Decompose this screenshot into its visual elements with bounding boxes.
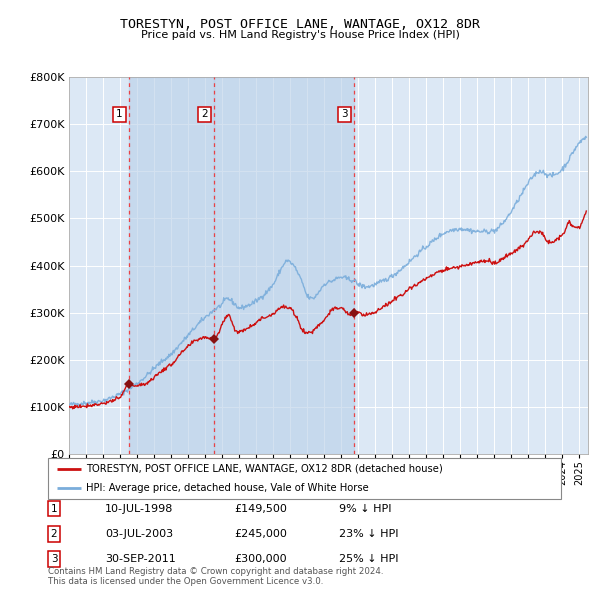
Text: 25% ↓ HPI: 25% ↓ HPI xyxy=(339,555,398,564)
Text: 1: 1 xyxy=(116,110,123,119)
Text: TORESTYN, POST OFFICE LANE, WANTAGE, OX12 8DR (detached house): TORESTYN, POST OFFICE LANE, WANTAGE, OX1… xyxy=(86,464,443,474)
Text: 2: 2 xyxy=(50,529,58,539)
Text: Contains HM Land Registry data © Crown copyright and database right 2024.: Contains HM Land Registry data © Crown c… xyxy=(48,567,383,576)
Text: 2: 2 xyxy=(201,110,208,119)
Bar xyxy=(129,77,214,454)
Text: 03-JUL-2003: 03-JUL-2003 xyxy=(105,529,173,539)
Text: 1: 1 xyxy=(50,504,58,513)
Bar xyxy=(214,77,354,454)
Text: 3: 3 xyxy=(50,555,58,564)
Text: This data is licensed under the Open Government Licence v3.0.: This data is licensed under the Open Gov… xyxy=(48,578,323,586)
Text: 10-JUL-1998: 10-JUL-1998 xyxy=(105,504,173,513)
Text: 3: 3 xyxy=(341,110,348,119)
Text: TORESTYN, POST OFFICE LANE, WANTAGE, OX12 8DR: TORESTYN, POST OFFICE LANE, WANTAGE, OX1… xyxy=(120,18,480,31)
Text: £245,000: £245,000 xyxy=(234,529,287,539)
Text: 23% ↓ HPI: 23% ↓ HPI xyxy=(339,529,398,539)
Text: HPI: Average price, detached house, Vale of White Horse: HPI: Average price, detached house, Vale… xyxy=(86,483,369,493)
Text: 9% ↓ HPI: 9% ↓ HPI xyxy=(339,504,391,513)
Text: £300,000: £300,000 xyxy=(234,555,287,564)
Text: 30-SEP-2011: 30-SEP-2011 xyxy=(105,555,176,564)
Text: £149,500: £149,500 xyxy=(234,504,287,513)
Text: Price paid vs. HM Land Registry's House Price Index (HPI): Price paid vs. HM Land Registry's House … xyxy=(140,30,460,40)
